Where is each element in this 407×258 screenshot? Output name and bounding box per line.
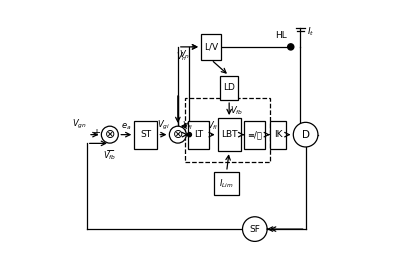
Text: $I_{Lim}$: $I_{Lim}$: [219, 177, 234, 190]
Text: $V_n$: $V_n$: [176, 51, 187, 63]
Text: +: +: [92, 128, 100, 138]
Text: ST: ST: [140, 130, 151, 139]
Bar: [188, 120, 209, 149]
Text: SF: SF: [249, 224, 260, 233]
Bar: [244, 120, 265, 149]
Text: ≡/几: ≡/几: [247, 130, 262, 139]
Bar: [214, 172, 239, 195]
Bar: [218, 118, 241, 151]
Text: $V_{fb}$: $V_{fb}$: [230, 104, 244, 117]
Text: LD: LD: [223, 83, 235, 92]
Text: HL: HL: [275, 31, 287, 41]
Circle shape: [293, 122, 318, 147]
Bar: [220, 76, 239, 100]
Text: LBT: LBT: [221, 130, 237, 139]
Bar: [201, 34, 221, 60]
Text: $V_n$: $V_n$: [179, 48, 190, 61]
Text: $V_{fb}$: $V_{fb}$: [103, 150, 116, 162]
Text: L/V: L/V: [204, 42, 218, 51]
Text: −: −: [106, 146, 115, 156]
Bar: [134, 120, 158, 149]
Circle shape: [288, 44, 294, 50]
Text: $e_a$: $e_a$: [121, 121, 131, 132]
Text: D: D: [302, 130, 310, 140]
Bar: [185, 98, 270, 162]
Text: $I_t$: $I_t$: [307, 25, 314, 38]
Text: LT: LT: [194, 130, 203, 139]
Text: $V_{gn}$: $V_{gn}$: [72, 118, 87, 131]
Text: IK: IK: [274, 130, 282, 139]
Circle shape: [243, 217, 267, 241]
Bar: [270, 120, 286, 149]
Text: ⊗: ⊗: [173, 128, 183, 141]
Text: ⊗: ⊗: [105, 128, 115, 141]
Text: $V_{gi}$: $V_{gi}$: [157, 118, 170, 132]
Text: $V_{fi}$: $V_{fi}$: [182, 119, 193, 132]
Circle shape: [187, 133, 191, 137]
Circle shape: [101, 126, 118, 143]
Circle shape: [169, 126, 186, 143]
Text: $V_{fi}$: $V_{fi}$: [208, 119, 219, 132]
